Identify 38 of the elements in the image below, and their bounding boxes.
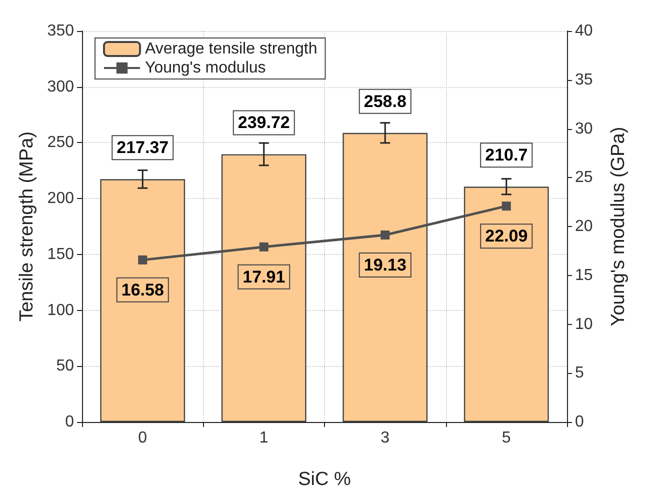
y-tick-label: 350: [47, 22, 74, 40]
data-label: 22.09: [485, 226, 528, 246]
y2-axis-title: Young's modulus (GPa): [608, 126, 629, 326]
y2-tick-label: 35: [575, 71, 593, 88]
x-tick-label: 5: [502, 430, 511, 446]
data-label: 17.91: [242, 267, 286, 286]
y2-tick-label: 40: [575, 22, 593, 40]
y-tick-label: 200: [47, 190, 74, 208]
y-tick-label: 100: [47, 302, 74, 319]
x-axis-title: SiC %: [298, 469, 351, 490]
point: [380, 230, 390, 240]
x-tick-label: 3: [380, 430, 390, 446]
y-tick-label: 50: [56, 358, 74, 375]
point: [138, 255, 148, 264]
point: [259, 242, 268, 252]
y2-tick-label: 5: [575, 364, 584, 382]
data-label: 16.58: [121, 280, 164, 300]
y2-tick-label: 25: [575, 169, 593, 186]
legend-label: Young's modulus: [145, 60, 266, 76]
y-tick-label: 150: [47, 246, 74, 263]
y-tick-label: 0: [65, 414, 74, 430]
data-label: 210.7: [485, 146, 528, 165]
x-tick-label: 0: [138, 430, 148, 446]
x-tick-label: 1: [259, 430, 268, 446]
y-tick-label: 250: [47, 134, 74, 152]
y-tick-label: 300: [47, 78, 74, 96]
data-label: 19.13: [364, 256, 406, 275]
y-axis-title: Tensile strength (MPa): [16, 131, 38, 322]
y2-tick-label: 0: [575, 414, 584, 430]
y2-tick-label: 10: [575, 316, 593, 333]
data-label: 217.37: [116, 138, 169, 158]
data-label: 239.72: [238, 113, 290, 132]
data-label: 258.8: [364, 92, 406, 111]
y2-tick-label: 15: [575, 266, 593, 284]
y2-tick-label: 30: [575, 120, 593, 138]
legend-label: Average tensile strength: [145, 40, 318, 58]
y2-tick-label: 20: [575, 218, 593, 235]
point: [502, 202, 511, 211]
